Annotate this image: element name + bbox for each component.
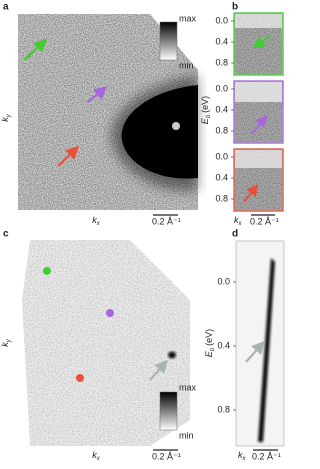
frame <box>233 80 284 144</box>
y-axis-label: ky <box>0 338 11 347</box>
bright-spot <box>168 351 176 359</box>
y-tick-label: 0.8 <box>215 193 228 203</box>
symbol: k <box>0 117 10 122</box>
scale-bar-label: 0.2 Å⁻¹ <box>152 216 181 226</box>
subscript: y <box>6 338 12 343</box>
y-tick-label: 0.4 <box>215 36 228 46</box>
light-band <box>235 82 282 102</box>
colorbar-min: min <box>179 430 194 440</box>
image-noise <box>22 240 190 446</box>
marker <box>106 309 114 317</box>
symbol: k <box>92 450 97 460</box>
subscript: y <box>6 113 12 118</box>
panel-label: c <box>3 229 9 240</box>
symbol: k <box>0 342 10 347</box>
y-tick-label: 0.8 <box>215 125 228 135</box>
band <box>258 258 275 442</box>
unit: (eV) <box>204 329 214 346</box>
panel-b: b 0.00.40.80.00.40.80.00.40.8 Eb(eV) kx … <box>200 2 284 227</box>
subscript: x <box>242 456 247 462</box>
frame <box>233 148 284 212</box>
tick-labels: 0.0 0.4 0.8 <box>217 276 236 414</box>
y-tick-label: 0.0 <box>215 151 228 161</box>
y-axis-label: Eb(eV) <box>200 96 211 124</box>
symbol: k <box>234 215 239 225</box>
arrow <box>149 359 168 381</box>
unit: (eV) <box>200 96 210 113</box>
x-axis-label: kx <box>92 450 101 461</box>
scale-bar-label: 0.2 Å⁻¹ <box>250 216 279 226</box>
x-axis-label: kx <box>234 215 243 226</box>
x-axis-label: kx <box>92 215 101 226</box>
colorbar <box>159 391 178 431</box>
y-tick-label: 0.8 <box>215 57 228 67</box>
symbol: k <box>92 215 97 225</box>
subpanel <box>233 80 284 144</box>
panel-c: c max min ky kx 0.2 Å⁻¹ <box>0 229 196 462</box>
y-axis-label: Eb(eV) <box>204 329 215 357</box>
y-tick-label: 0.4 <box>217 340 230 350</box>
scale-bar-label: 0.2 Å⁻¹ <box>252 451 281 461</box>
colorbar-max: max <box>179 13 197 23</box>
subscript: x <box>96 456 101 462</box>
marker <box>76 374 84 382</box>
y-axis-label: ky <box>0 113 11 122</box>
arrow <box>243 183 259 203</box>
scale-bar-label: 0.2 Å⁻¹ <box>152 451 181 461</box>
y-tick-label: 0.0 <box>217 276 230 286</box>
subpanel <box>233 148 284 212</box>
arrow <box>245 340 265 363</box>
panel-label: d <box>232 229 238 240</box>
panel-a: a max min ky kx 0.2 Å⁻¹ <box>0 2 198 227</box>
symbol: E <box>204 350 214 357</box>
subscript: b <box>210 347 216 351</box>
frame <box>233 12 284 76</box>
arrow <box>23 39 48 61</box>
panel-label: b <box>232 2 238 13</box>
arrow <box>87 86 108 103</box>
panel-label: a <box>3 2 9 13</box>
colorbar-min: min <box>179 60 194 70</box>
arrow <box>57 145 80 167</box>
y-tick-label: 0.4 <box>215 172 228 182</box>
symbol: E <box>200 117 210 124</box>
y-tick-label: 0.0 <box>215 15 228 25</box>
y-tick-label: 0.8 <box>217 404 230 414</box>
arrow <box>252 35 271 49</box>
light-band <box>235 14 282 28</box>
dark-halo <box>111 75 198 191</box>
tick-labels: 0.0 0.4 0.8 0.0 0.4 0.8 0.0 0.4 0.8 <box>215 15 234 203</box>
figure: a max min ky kx 0.2 Å⁻¹ b 0.00.40.80.00.… <box>0 2 285 462</box>
subpanel <box>233 12 284 76</box>
colorbar-max: max <box>179 382 197 392</box>
symbol: k <box>238 450 243 460</box>
marker <box>172 122 180 130</box>
arrow <box>251 114 268 135</box>
subscript: x <box>96 221 101 227</box>
x-axis-label: kx <box>238 450 247 461</box>
colorbar <box>159 21 178 61</box>
y-tick-label: 0.0 <box>215 83 228 93</box>
light-band <box>235 150 282 168</box>
subscript: x <box>238 221 243 227</box>
y-tick-label: 0.4 <box>215 104 228 114</box>
marker <box>43 267 51 275</box>
panel-d: d 0.0 0.4 0.8 Eb(eV) kx 0.2 Å⁻¹ <box>204 229 285 462</box>
subscript: b <box>206 114 212 118</box>
